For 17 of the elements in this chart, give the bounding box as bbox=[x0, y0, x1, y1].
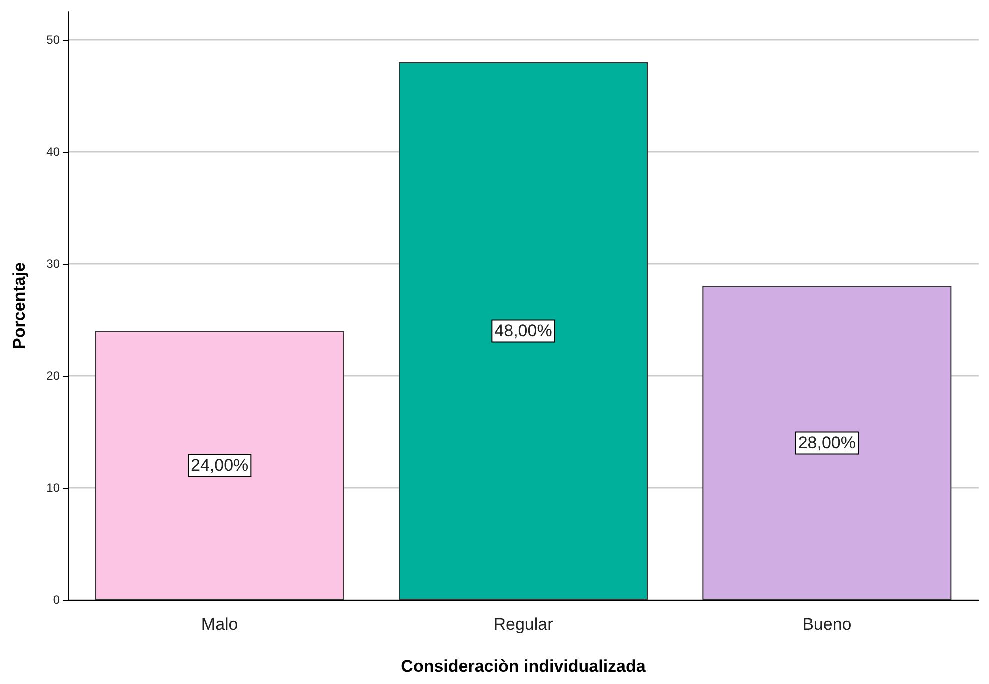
bar bbox=[398, 62, 648, 600]
bar bbox=[95, 331, 344, 600]
y-tick-label: 50 bbox=[46, 33, 60, 47]
data-label: 48,00% bbox=[494, 322, 552, 341]
y-tick-label: 40 bbox=[46, 145, 60, 159]
y-tick-label: 20 bbox=[46, 369, 60, 383]
y-axis-title: Porcentaje bbox=[10, 262, 29, 350]
x-tick-label: Bueno bbox=[802, 615, 852, 634]
data-label: 28,00% bbox=[798, 434, 856, 453]
data-label: 24,00% bbox=[190, 456, 249, 476]
x-tick-label: Malo bbox=[201, 615, 238, 634]
x-axis-title: Consideraciòn individualizada bbox=[401, 657, 646, 676]
y-tick-label: 0 bbox=[53, 593, 60, 607]
x-tick-label: Regular bbox=[494, 615, 554, 634]
y-tick-label: 10 bbox=[46, 481, 60, 495]
y-tick-label: 30 bbox=[46, 257, 60, 271]
bar bbox=[702, 286, 952, 600]
